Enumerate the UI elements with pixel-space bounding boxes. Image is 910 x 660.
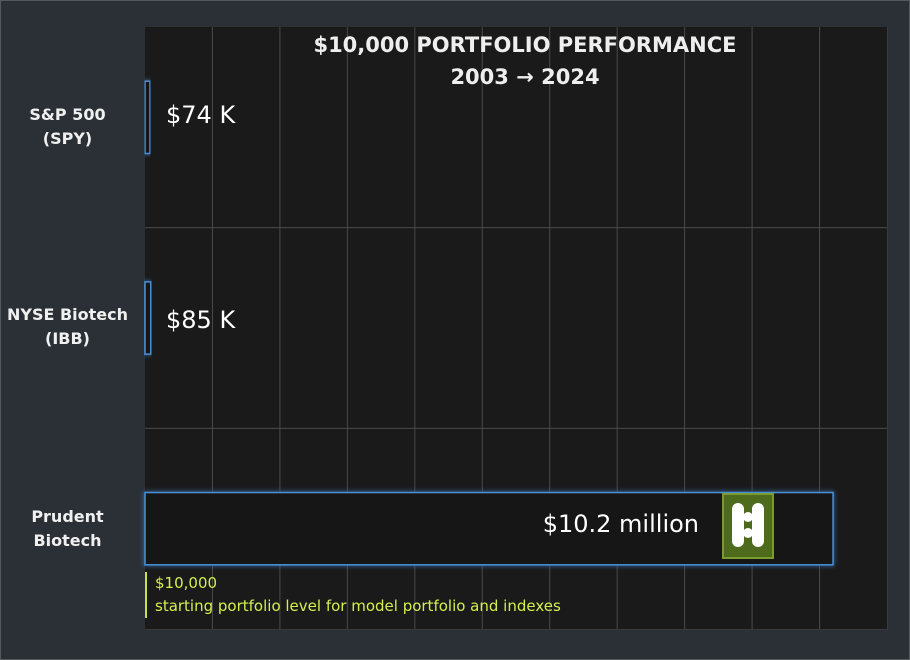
chart-title: $10,000 PORTFOLIO PERFORMANCE 2003 → 202… xyxy=(145,29,905,93)
baseline-annotation: $10,000 starting portfolio level for mod… xyxy=(145,572,561,618)
category-label-prudent: Prudent Biotech xyxy=(31,507,104,550)
chart-title-text: $10,000 PORTFOLIO PERFORMANCE xyxy=(313,33,737,57)
bar-spy xyxy=(144,80,151,155)
value-label-prudent: $10.2 million xyxy=(542,510,699,538)
value-label-spy: $74 K xyxy=(166,101,236,129)
chart-subtitle: 2003 → 2024 xyxy=(450,65,600,89)
category-label-ibb: NYSE Biotech (IBB) xyxy=(6,305,129,348)
bar-prudent xyxy=(144,491,834,566)
bar-ibb xyxy=(144,281,152,355)
annotation-value: $10,000 xyxy=(155,574,218,592)
category-label-spy: S&P 500 (SPY) xyxy=(29,105,106,148)
annotation-text: starting portfolio level for model portf… xyxy=(155,597,561,615)
value-label-ibb: $85 K xyxy=(166,306,236,334)
prudent-biotech-logo-icon xyxy=(722,493,774,559)
